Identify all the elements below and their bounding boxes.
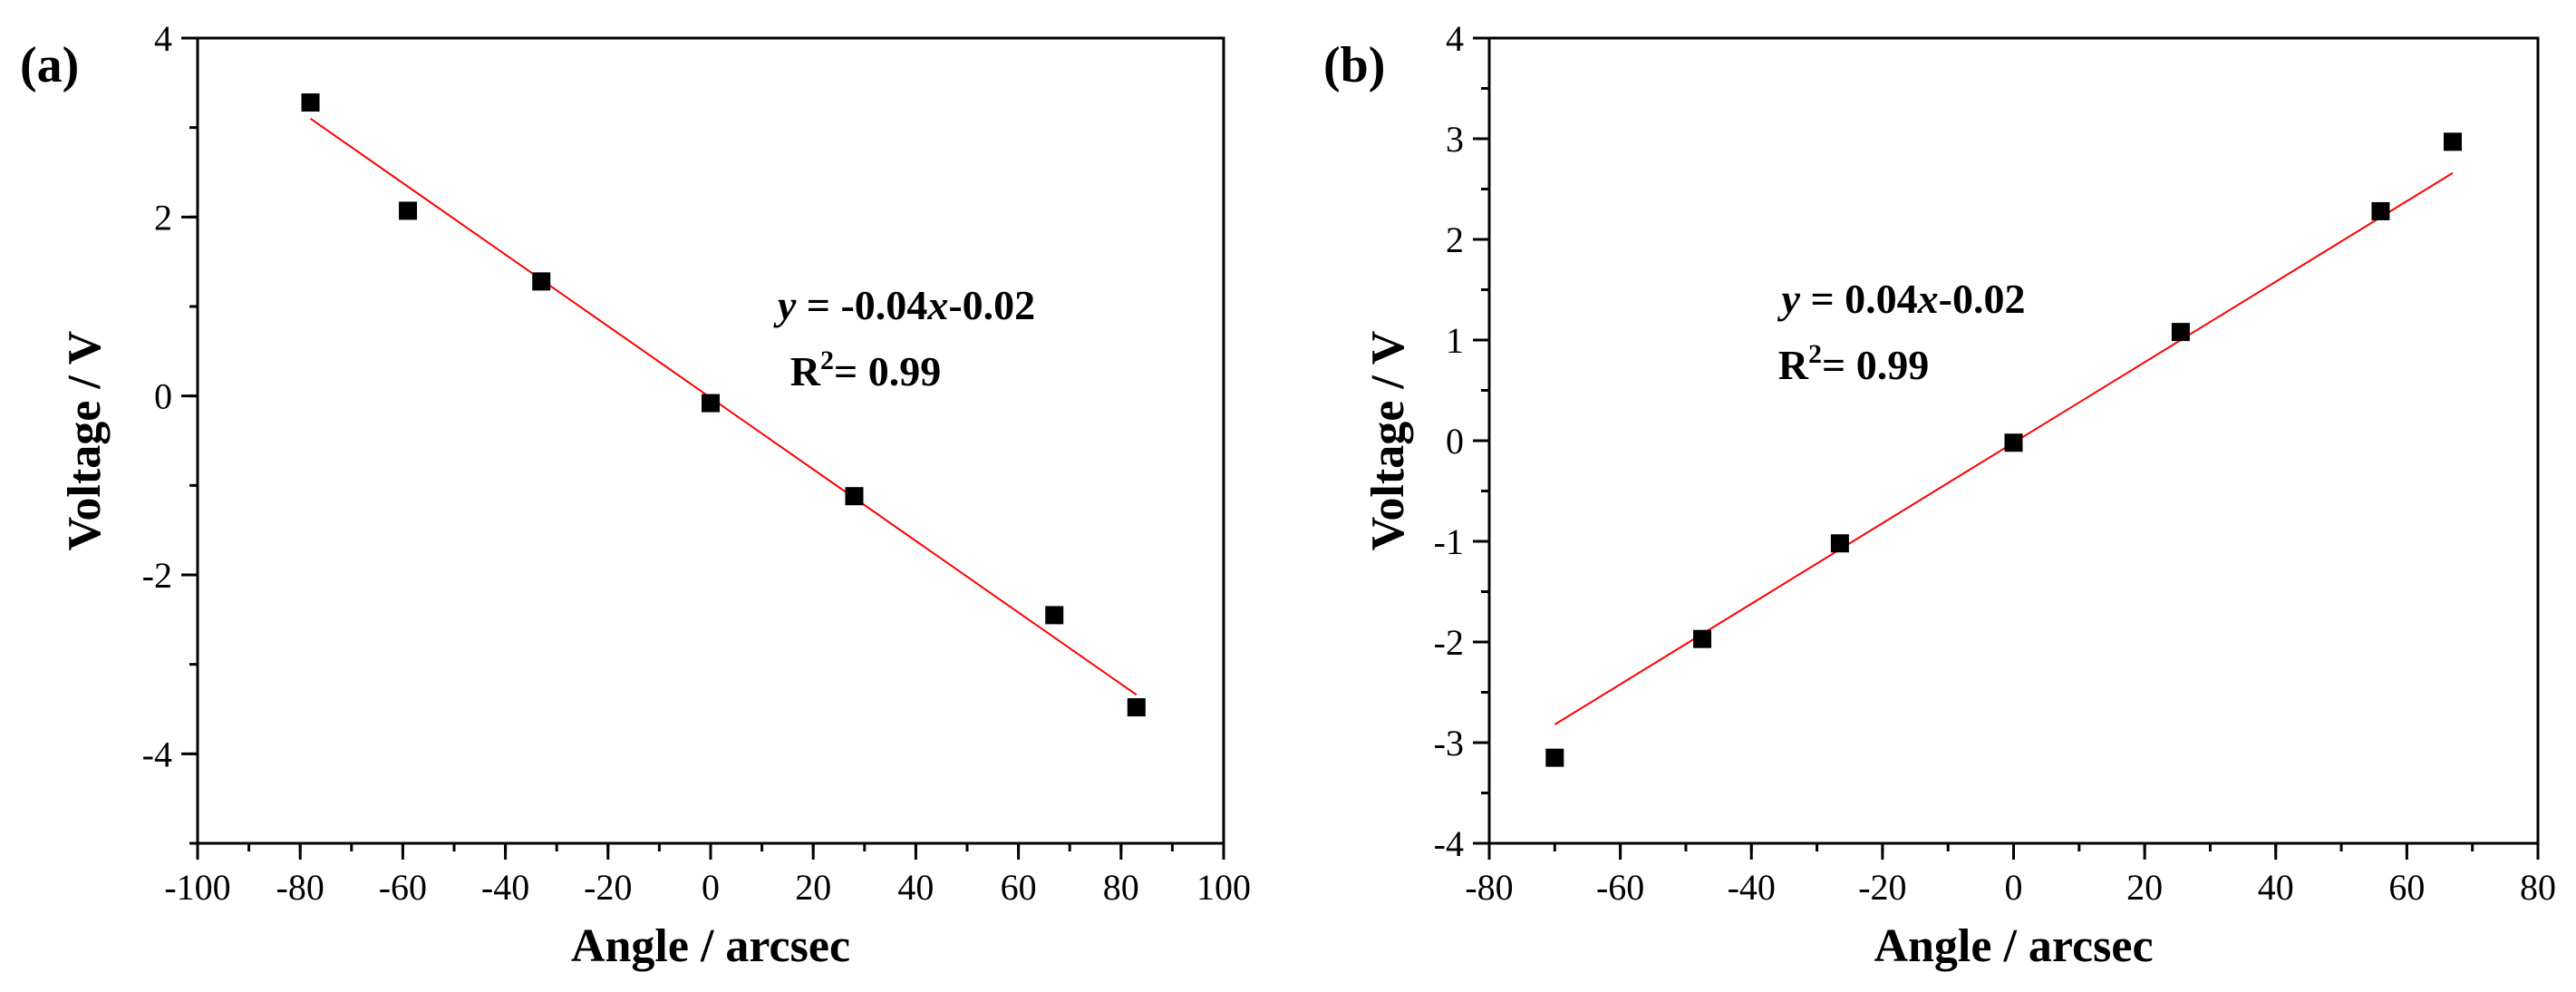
- y-tick-label: -1: [1434, 521, 1464, 562]
- x-tick-label: -40: [481, 867, 529, 908]
- data-point: [845, 487, 864, 506]
- data-point: [702, 394, 720, 413]
- data-point: [399, 201, 418, 220]
- x-tick-label: 80: [2520, 867, 2556, 908]
- x-tick-label: -20: [584, 867, 632, 908]
- x-tick-label: -40: [1728, 867, 1776, 908]
- x-tick-label: 20: [795, 867, 831, 908]
- fit-r-squared: R2= 0.99: [1778, 339, 1929, 388]
- x-tick-label: 40: [897, 867, 934, 908]
- data-point: [1045, 606, 1064, 625]
- y-tick-label: 0: [1446, 421, 1464, 462]
- plot-frame: [196, 36, 1225, 845]
- x-tick-label: 20: [2126, 867, 2163, 908]
- chart-panel-a: -100 -80 -60 -40 -20 0 20 40 60 80 100-4-2024Angle…: [20, 18, 1251, 972]
- data-point: [2004, 433, 2023, 452]
- data-point: [2371, 201, 2390, 220]
- x-tick-label: 100: [1196, 867, 1251, 908]
- data-point: [2443, 132, 2462, 151]
- y-tick-label: -2: [1434, 622, 1464, 663]
- panel-label: (a): [20, 37, 79, 93]
- x-tick-label: 80: [1103, 867, 1139, 908]
- x-tick-label: -80: [276, 867, 324, 908]
- data-point: [1545, 748, 1564, 767]
- fit-equation: y = -0.04x-0.02: [773, 282, 1035, 328]
- y-tick-label: 4: [1446, 18, 1464, 59]
- y-tick-label: -2: [142, 555, 172, 596]
- x-tick-label: -60: [1596, 867, 1644, 908]
- y-tick-label: -4: [1434, 823, 1464, 864]
- x-tick-label: 0: [2005, 867, 2023, 908]
- data-point: [532, 272, 551, 291]
- data-point: [1693, 629, 1712, 648]
- y-tick-label: 0: [154, 376, 172, 417]
- fit-equation: y = 0.04x-0.02: [1777, 276, 2026, 322]
- data-point: [2171, 323, 2190, 342]
- data-point: [301, 93, 320, 112]
- x-tick-label: 60: [2388, 867, 2425, 908]
- fit-line: [1554, 171, 2454, 725]
- data-point: [1830, 534, 1849, 553]
- y-tick-label: 2: [1446, 219, 1464, 260]
- panel-label: (b): [1323, 37, 1385, 93]
- y-tick-label: 4: [154, 18, 172, 59]
- data-point: [1127, 698, 1146, 717]
- x-tick-label: 60: [1001, 867, 1037, 908]
- x-tick-label: -20: [1858, 867, 1906, 908]
- fit-r-squared: R2= 0.99: [790, 345, 941, 394]
- y-tick-label: 3: [1446, 119, 1464, 160]
- chart-panel-b: -80 -60 -40 -20 0 20 40 60 80 -4 -3 -2 -1 0 1 2 3 4 Angle …: [1323, 18, 2556, 972]
- x-tick-label: -80: [1465, 867, 1513, 908]
- fit-line: [309, 117, 1138, 696]
- y-tick-label: 2: [154, 197, 172, 238]
- x-axis-title: Angle / arcsec: [571, 920, 850, 972]
- y-tick-label: -4: [142, 734, 172, 774]
- x-tick-label: -60: [379, 867, 427, 908]
- y-axis-title: Voltage / V: [59, 331, 111, 551]
- x-tick-label: 0: [702, 867, 720, 908]
- x-axis-title: Angle / arcsec: [1874, 920, 2153, 972]
- x-tick-label: -100: [164, 867, 230, 908]
- y-tick-label: -3: [1434, 723, 1464, 763]
- y-axis-title: Voltage / V: [1362, 331, 1414, 551]
- x-tick-label: 40: [2258, 867, 2294, 908]
- y-tick-label: 1: [1446, 320, 1464, 361]
